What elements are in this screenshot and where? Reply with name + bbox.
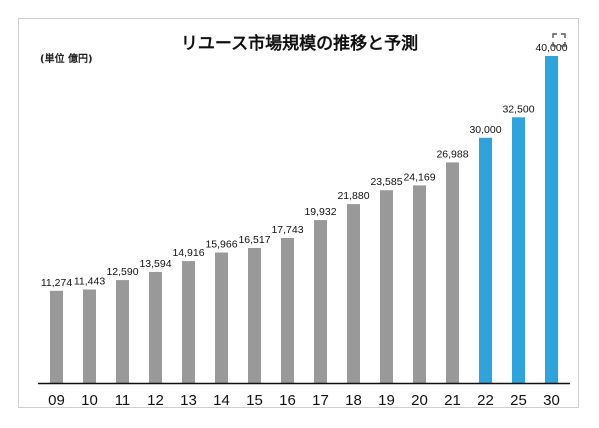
bar-22	[479, 137, 492, 384]
value-label-09: 11,274	[41, 277, 72, 289]
scan-icon[interactable]	[552, 33, 566, 47]
bar-15	[248, 248, 261, 383]
tick-label-18: 18	[345, 392, 362, 409]
bar-21	[446, 162, 459, 383]
value-label-14: 15,966	[205, 239, 237, 251]
value-label-20: 24,169	[403, 171, 435, 183]
bar-16	[281, 238, 294, 383]
tick-label-30: 30	[543, 392, 560, 409]
tick-label-15: 15	[246, 392, 263, 409]
tick-label-16: 16	[279, 392, 296, 409]
tick-label-20: 20	[411, 392, 428, 409]
bar-13	[182, 261, 195, 383]
bar-20	[413, 185, 426, 383]
tick-label-17: 17	[312, 392, 329, 409]
bar-09	[50, 290, 63, 383]
bar-12	[149, 271, 162, 383]
value-label-17: 19,932	[304, 206, 336, 218]
bar-10	[83, 289, 96, 383]
tick-label-11: 11	[115, 392, 131, 409]
tick-label-22: 22	[477, 392, 494, 409]
value-label-19: 23,585	[370, 176, 402, 188]
value-label-12: 13,594	[139, 258, 171, 270]
value-label-11: 12,590	[106, 266, 138, 278]
bar-25	[512, 117, 525, 384]
tick-label-14: 14	[213, 392, 230, 409]
value-label-18: 21,880	[337, 190, 369, 202]
tick-label-19: 19	[378, 392, 395, 409]
bar-18	[347, 204, 360, 383]
value-label-10: 11,443	[74, 276, 105, 288]
tick-label-21: 21	[444, 392, 461, 409]
bar-14	[215, 252, 228, 383]
bar-11	[116, 280, 129, 383]
tick-label-12: 12	[147, 392, 164, 409]
bar-30	[545, 56, 558, 383]
tick-label-09: 09	[48, 392, 65, 409]
value-label-15: 16,517	[238, 234, 270, 246]
value-label-21: 26,988	[436, 148, 468, 160]
value-label-13: 14,916	[172, 247, 204, 259]
value-label-16: 17,743	[271, 224, 303, 236]
tick-label-25: 25	[510, 392, 527, 409]
bar-19	[380, 190, 393, 383]
value-label-25: 32,500	[502, 103, 534, 115]
value-label-30: 40,000	[535, 42, 567, 54]
tick-label-10: 10	[81, 392, 98, 409]
unit-label: (単位 億円)	[40, 54, 93, 65]
tick-label-13: 13	[180, 392, 197, 409]
chart-title: リユース市場規模の推移と予測	[180, 34, 419, 54]
bar-17	[314, 220, 327, 383]
value-label-22: 30,000	[469, 124, 501, 136]
